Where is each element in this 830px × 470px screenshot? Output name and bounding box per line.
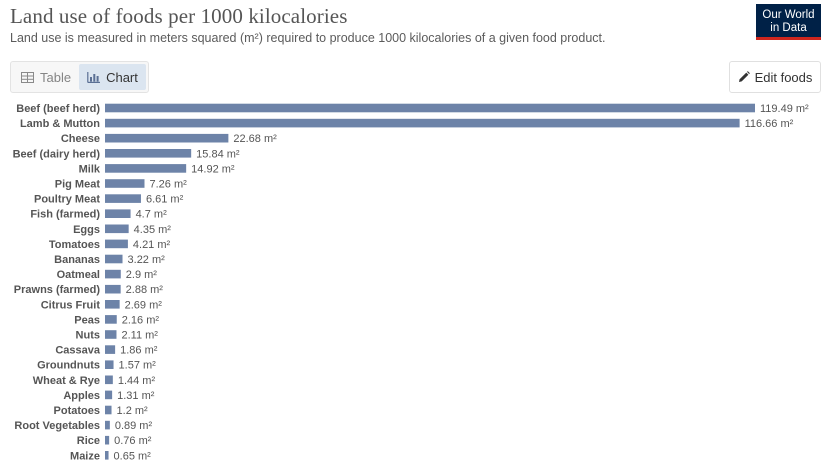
value-label: 0.89 m² (115, 420, 153, 432)
bar[interactable] (105, 345, 116, 354)
category-label: Eggs (73, 224, 100, 236)
category-label: Beef (dairy herd) (13, 148, 101, 160)
chart-title: Land use of foods per 1000 kilocalories (10, 4, 348, 28)
logo-line-2: in Data (770, 21, 807, 34)
bar[interactable] (105, 284, 121, 294)
category-label: Bananas (54, 254, 100, 266)
category-label: Poultry Meat (34, 194, 100, 206)
value-label: 4.35 m² (134, 224, 172, 236)
value-label: 0.76 m² (114, 435, 152, 447)
value-label: 15.84 m² (196, 148, 240, 160)
tab-chart-label: Chart (106, 69, 138, 85)
category-label: Milk (79, 163, 101, 175)
bar[interactable] (105, 390, 113, 400)
category-label: Oatmeal (57, 269, 100, 281)
pencil-icon (738, 71, 750, 82)
category-label: Nuts (76, 330, 100, 342)
value-label: 14.92 m² (191, 163, 235, 175)
category-label: Cassava (55, 345, 101, 357)
bar[interactable] (105, 149, 192, 158)
bar[interactable] (105, 209, 131, 218)
bar[interactable] (105, 239, 128, 249)
bar[interactable] (105, 118, 740, 128)
category-label: Rice (77, 435, 100, 447)
value-label: 119.49 m² (760, 103, 809, 115)
value-label: 2.9 m² (126, 269, 158, 281)
value-label: 6.61 m² (146, 194, 184, 206)
view-tabs: Table Chart (10, 61, 149, 93)
value-label: 2.69 m² (125, 299, 163, 311)
bar[interactable] (105, 315, 117, 324)
bar[interactable] (105, 451, 109, 460)
value-label: 116.66 m² (745, 118, 794, 130)
value-label: 1.2 m² (117, 405, 149, 417)
bar[interactable] (105, 224, 129, 234)
value-label: 7.26 m² (149, 179, 187, 191)
table-icon (21, 71, 34, 83)
category-label: Pig Meat (55, 179, 101, 191)
category-label: Apples (63, 390, 100, 402)
edit-foods-button[interactable]: Edit foods (729, 61, 821, 93)
value-label: 2.88 m² (126, 284, 164, 296)
bar[interactable] (105, 103, 755, 113)
tab-table[interactable]: Table (13, 64, 79, 90)
bar[interactable] (105, 269, 121, 279)
bar[interactable] (105, 179, 145, 188)
category-label: Maize (70, 450, 100, 462)
tab-table-label: Table (40, 69, 72, 85)
logo-line-1: Our World (762, 9, 815, 21)
category-label: Potatoes (54, 405, 100, 417)
category-label: Groundnuts (37, 360, 100, 372)
value-label: 22.68 m² (233, 133, 277, 145)
category-label: Root Vegetables (14, 420, 100, 432)
bar[interactable] (105, 375, 113, 385)
value-label: 4.21 m² (133, 239, 171, 251)
value-label: 0.65 m² (114, 450, 152, 462)
bar[interactable] (105, 420, 110, 430)
bar[interactable] (105, 300, 120, 309)
bar[interactable] (105, 194, 141, 203)
bar[interactable] (105, 435, 110, 445)
tab-chart[interactable]: Chart (79, 64, 146, 90)
bar[interactable] (105, 360, 114, 369)
value-label: 1.44 m² (118, 375, 156, 387)
bar[interactable] (105, 133, 229, 143)
value-label: 1.57 m² (119, 360, 157, 372)
category-label: Cheese (61, 133, 100, 145)
value-label: 1.31 m² (117, 390, 155, 402)
category-label: Fish (farmed) (30, 209, 100, 221)
bar[interactable] (105, 405, 112, 415)
bar[interactable] (105, 254, 123, 264)
category-label: Wheat & Rye (33, 375, 100, 387)
category-label: Lamb & Mutton (20, 118, 100, 130)
category-label: Prawns (farmed) (14, 284, 101, 296)
category-label: Tomatoes (49, 239, 100, 251)
bar[interactable] (105, 164, 187, 173)
value-label: 4.7 m² (136, 209, 168, 221)
edit-foods-label: Edit foods (754, 69, 813, 85)
value-label: 2.16 m² (122, 314, 160, 326)
chart-subtitle: Land use is measured in meters squared (… (10, 31, 606, 45)
bar-chart: Beef (beef herd) 119.49 m² Lamb & Mutton 11… (13, 103, 809, 462)
value-label: 2.11 m² (121, 330, 158, 342)
category-label: Peas (74, 314, 100, 326)
owid-logo[interactable]: Our World in Data (756, 4, 821, 40)
category-label: Beef (beef herd) (16, 103, 100, 115)
category-label: Citrus Fruit (41, 299, 101, 311)
value-label: 1.86 m² (120, 345, 158, 357)
value-label: 3.22 m² (128, 254, 166, 266)
bar[interactable] (105, 330, 117, 339)
bar-chart-icon (87, 71, 101, 83)
